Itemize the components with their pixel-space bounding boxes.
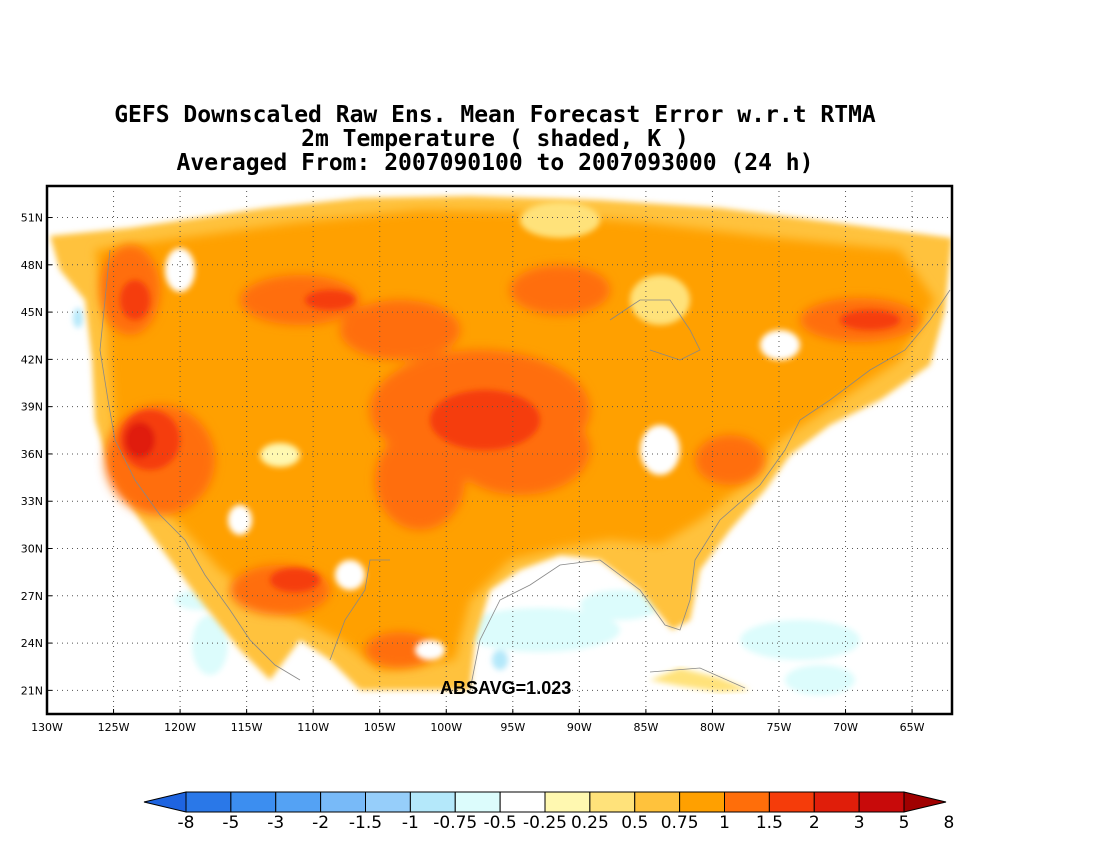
colorbar-level-label: 0.25: [571, 813, 609, 833]
colorbar-box: [320, 791, 366, 813]
chart-title-line1: GEFS Downscaled Raw Ens. Mean Forecast E…: [114, 102, 876, 128]
colorbar-box: [768, 791, 815, 813]
lon-tick-label: 95W: [500, 721, 525, 734]
colorbar-level-label: -3: [267, 813, 284, 833]
lat-tick-label: 45N: [21, 306, 43, 319]
lon-tick-labels: 130W 125W 120W 115W 110W 105W 100W 95W 90W 85W 80W…: [31, 709, 925, 734]
colorbar-level-label: 5: [899, 813, 910, 833]
shaded-field: [50, 196, 952, 695]
lat-tick-label: 27N: [21, 590, 43, 603]
colorbar-level-label: -5: [222, 813, 239, 833]
colorbar-box: [858, 791, 905, 813]
colorbar-level-label: 0.5: [621, 813, 648, 833]
colorbar-level-label: -1: [402, 813, 419, 833]
colorbar: [143, 791, 947, 813]
absavg-annotation: ABSAVG=1.023: [440, 678, 571, 698]
chart-title-line2: 2m Temperature ( shaded, K ): [301, 126, 689, 152]
near-zero-areas: [165, 202, 800, 660]
lat-tick-label: 39N: [21, 401, 43, 414]
colorbar-box: [634, 791, 681, 813]
colorbar-labels: -8 -5 -3 -2 -1.5 -1 -0.75 -0.5 -0.25 0.25 0.5 0.75 1…: [178, 813, 955, 833]
lon-tick-label: 70W: [833, 721, 858, 734]
cuba-field: [650, 668, 750, 692]
colorbar-level-label: 8: [943, 813, 954, 833]
colorbar-arrow-high: [903, 791, 947, 813]
lon-tick-label: 80W: [700, 721, 725, 734]
lon-tick-label: 75W: [767, 721, 792, 734]
colorbar-level-label: 3: [854, 813, 865, 833]
lon-tick-label: 115W: [231, 721, 263, 734]
colorbar-level-label: 1.5: [756, 813, 783, 833]
lon-tick-label: 120W: [164, 721, 196, 734]
lat-tick-label: 51N: [21, 212, 43, 225]
chart-title-line3: Averaged From: 2007090100 to 2007093000 …: [176, 150, 814, 176]
lat-tick-labels: 51N 48N 45N 42N 39N 36N 33N 30N 27N 24N 21N: [21, 212, 52, 697]
map-frame: [45, 184, 954, 716]
lat-tick-label: 48N: [21, 259, 43, 272]
lon-tick-label: 105W: [364, 721, 396, 734]
lat-tick-label: 36N: [21, 448, 43, 461]
colorbar-level-label: -0.5: [484, 813, 517, 833]
map-grid: [47, 186, 952, 714]
colorbar-box: [454, 791, 501, 813]
lon-tick-label: 90W: [567, 721, 592, 734]
lat-tick-label: 21N: [21, 684, 43, 697]
colorbar-box: [499, 791, 546, 813]
lon-tick-label: 100W: [430, 721, 462, 734]
colorbar-level-label: -2: [312, 813, 329, 833]
lat-tick-label: 42N: [21, 353, 43, 366]
lon-tick-label: 125W: [98, 721, 130, 734]
colorbar-box: [365, 791, 411, 813]
colorbar-box: [724, 791, 770, 813]
lat-tick-label: 24N: [21, 637, 43, 650]
colorbar-box: [409, 791, 456, 813]
colorbar-arrow-low: [143, 791, 187, 813]
lon-tick-label: 65W: [900, 721, 925, 734]
colorbar-box: [275, 791, 322, 813]
colorbar-box: [230, 791, 277, 813]
colorbar-level-label: -0.75: [433, 813, 477, 833]
coastlines: [99, 249, 951, 691]
lat-tick-label: 30N: [21, 543, 43, 556]
lon-tick-label: 110W: [297, 721, 329, 734]
warm-anomaly-cores: [100, 245, 920, 668]
colorbar-level-label: -1.5: [349, 813, 382, 833]
hot-anomaly-cores: [120, 280, 900, 592]
colorbar-level-label: 0.75: [661, 813, 699, 833]
lon-tick-label: 85W: [633, 721, 658, 734]
lat-tick-label: 33N: [21, 495, 43, 508]
lon-tick-label: 130W: [31, 721, 63, 734]
colorbar-box: [589, 791, 636, 813]
colorbar-box: [544, 791, 591, 813]
colorbar-level-label: -0.25: [523, 813, 567, 833]
colorbar-box: [185, 791, 232, 813]
ocean-negative-areas: [73, 308, 860, 695]
colorbar-level-label: -8: [178, 813, 195, 833]
colorbar-box: [679, 791, 725, 813]
colorbar-level-label: 1: [719, 813, 730, 833]
colorbar-box: [813, 791, 860, 813]
colorbar-level-label: 2: [809, 813, 820, 833]
